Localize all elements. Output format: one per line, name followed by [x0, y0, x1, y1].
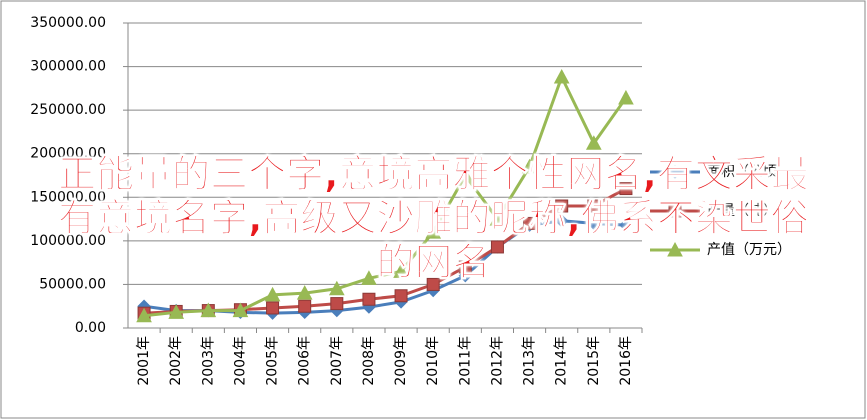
marker: [489, 211, 506, 226]
y-tick-label: 200000.00: [30, 146, 106, 162]
marker: [330, 297, 344, 311]
x-tick-label: 2007年: [329, 336, 345, 386]
x-tick-label: 2014年: [554, 336, 570, 386]
marker: [490, 240, 504, 254]
x-tick-label: 2004年: [232, 336, 248, 386]
marker: [328, 280, 345, 296]
marker: [618, 89, 634, 105]
legend-label: 产量（吨）: [707, 203, 777, 219]
y-tick-label: 150000.00: [30, 189, 106, 205]
marker: [264, 286, 281, 302]
x-tick-label: 2003年: [200, 336, 216, 386]
marker: [458, 260, 472, 274]
legend-label: 产值（万元）: [707, 242, 791, 258]
marker: [362, 292, 376, 306]
marker: [298, 299, 312, 313]
x-tick-label: 2011年: [457, 336, 473, 386]
x-tick-label: 2008年: [361, 336, 377, 386]
marker: [200, 302, 217, 318]
y-tick-label: 250000.00: [30, 102, 106, 118]
marker: [553, 68, 570, 84]
y-tick-label: 0.00: [75, 320, 106, 336]
series-line: [143, 73, 628, 318]
marker: [168, 304, 185, 319]
x-tick-label: 2005年: [265, 336, 281, 386]
marker: [585, 135, 602, 150]
marker: [587, 216, 601, 231]
marker: [232, 302, 249, 318]
marker: [426, 277, 440, 291]
y-tick-label: 100000.00: [30, 233, 106, 249]
x-tick-label: 2009年: [393, 336, 409, 386]
marker: [136, 307, 152, 323]
y-tick-label: 50000.00: [39, 276, 106, 292]
x-tick-label: 2010年: [425, 336, 441, 386]
y-tick-label: 350000.00: [30, 15, 106, 31]
x-tick-label: 2006年: [297, 336, 313, 386]
marker: [554, 214, 569, 228]
marker: [555, 199, 569, 213]
marker: [425, 224, 442, 239]
x-tick-label: 2013年: [522, 336, 538, 386]
marker: [296, 285, 313, 300]
legend-marker: [668, 165, 682, 179]
y-tick-label: 300000.00: [30, 59, 106, 75]
marker: [361, 270, 377, 285]
legend-marker: [667, 241, 683, 257]
x-tick-label: 2016年: [618, 336, 634, 386]
overlay-text: 正能量的三个字,意境高雅个性网名,有文采最有意境名字,高级又沙雕的昵称,佛系不染…: [58, 152, 810, 285]
marker: [523, 216, 537, 230]
x-tick-label: 2012年: [489, 336, 505, 386]
marker: [587, 199, 601, 213]
x-tick-label: 2002年: [168, 336, 184, 386]
marker: [393, 263, 409, 278]
legend-marker: [668, 204, 682, 218]
marker: [457, 167, 474, 182]
marker: [619, 218, 633, 232]
x-tick-label: 2015年: [586, 336, 602, 386]
marker: [619, 182, 633, 196]
marker: [394, 289, 408, 303]
x-tick-label: 2001年: [136, 336, 152, 386]
marker: [521, 158, 538, 174]
marker: [266, 301, 280, 315]
legend-label: 面积（公顷）: [707, 164, 791, 180]
